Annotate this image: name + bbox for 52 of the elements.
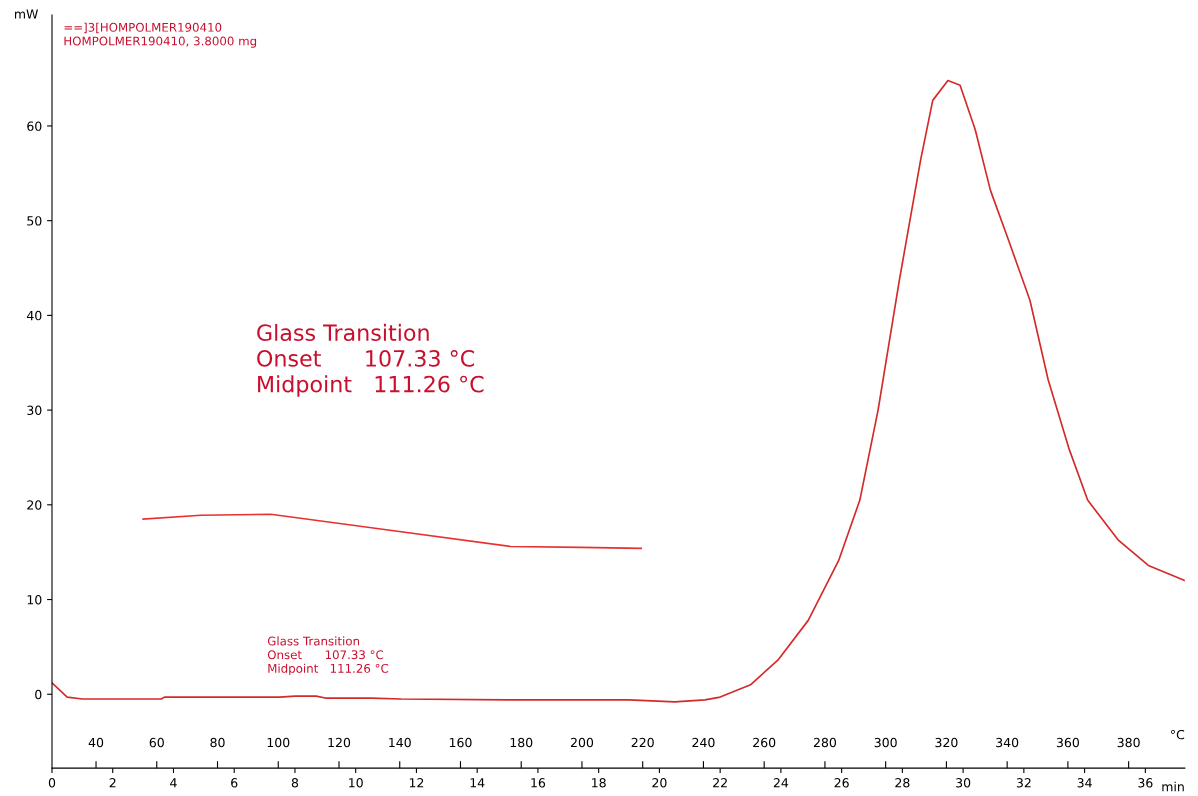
x2-tick-label: 380 (1117, 737, 1140, 748)
x-tick-label: 26 (834, 778, 849, 788)
x2-tick-label: 260 (753, 737, 776, 748)
x-tick-label: 2 (109, 778, 116, 788)
x2-tick-label: 220 (631, 737, 654, 748)
y-tick-label: 0 (35, 689, 42, 700)
x-tick-label: 22 (713, 778, 727, 788)
y-tick-label: 10 (27, 595, 42, 605)
x2-tick-label: 160 (449, 737, 472, 748)
x-tick-label: 24 (773, 778, 789, 788)
line-series (142, 513, 643, 550)
annotation: Glass Transition Onset 107.33 °C Midpoint 111.26 °C (267, 636, 389, 676)
y-tick-label: 50 (27, 216, 42, 226)
x2-axis-title: °C (1171, 729, 1185, 740)
x-tick-label: 16 (531, 778, 546, 788)
x-tick-label: 14 (470, 778, 485, 788)
x-tick-label: 18 (592, 778, 606, 788)
x-tick-label: 10 (349, 778, 363, 788)
x-tick-label: 34 (1077, 778, 1092, 788)
x2-tick-label: 120 (328, 737, 351, 748)
y-tick-label: 30 (27, 405, 42, 416)
x2-tick-label: 40 (88, 737, 104, 748)
x2-tick-label: 80 (210, 737, 225, 748)
x-tick-label: 8 (291, 778, 299, 788)
x-tick-label: 4 (170, 778, 177, 788)
y-axis-title: mW (15, 9, 38, 19)
x2-tick-label: 320 (935, 737, 958, 748)
x-tick-label: 0 (48, 778, 56, 788)
x2-tick-label: 140 (389, 737, 411, 748)
x2-tick-label: 240 (692, 737, 715, 748)
y-tick-label: 60 (27, 121, 42, 131)
x-tick-label: 28 (895, 778, 910, 788)
x-tick-label: 20 (652, 778, 667, 788)
x2-tick-label: 280 (813, 737, 837, 748)
x-tick-label: 36 (1138, 778, 1153, 788)
annotation: ==]3[HOMPOLMER190410 HOMPOLMER190410, 3.8000 mg (64, 22, 257, 48)
y-tick-label: 40 (26, 310, 42, 321)
x-tick-label: 6 (231, 778, 238, 788)
line-series (51, 79, 1185, 703)
x-tick-label: 30 (956, 778, 971, 788)
x2-tick-label: 360 (1056, 737, 1079, 748)
x2-tick-label: 60 (149, 737, 164, 748)
x2-tick-label: 100 (267, 737, 290, 748)
x2-tick-label: 200 (570, 737, 594, 748)
x2-tick-label: 300 (874, 737, 897, 748)
x-tick-label: 32 (1016, 778, 1031, 788)
annotation: Glass Transition Onset 107.33 °C Midpoint 111.26 °C (257, 323, 484, 397)
x2-tick-label: 340 (996, 737, 1019, 748)
y-tick-label: 20 (27, 500, 42, 510)
x-axis-title: min (1162, 781, 1184, 792)
x2-tick-label: 180 (510, 737, 533, 748)
x-tick-label: 12 (409, 778, 424, 788)
